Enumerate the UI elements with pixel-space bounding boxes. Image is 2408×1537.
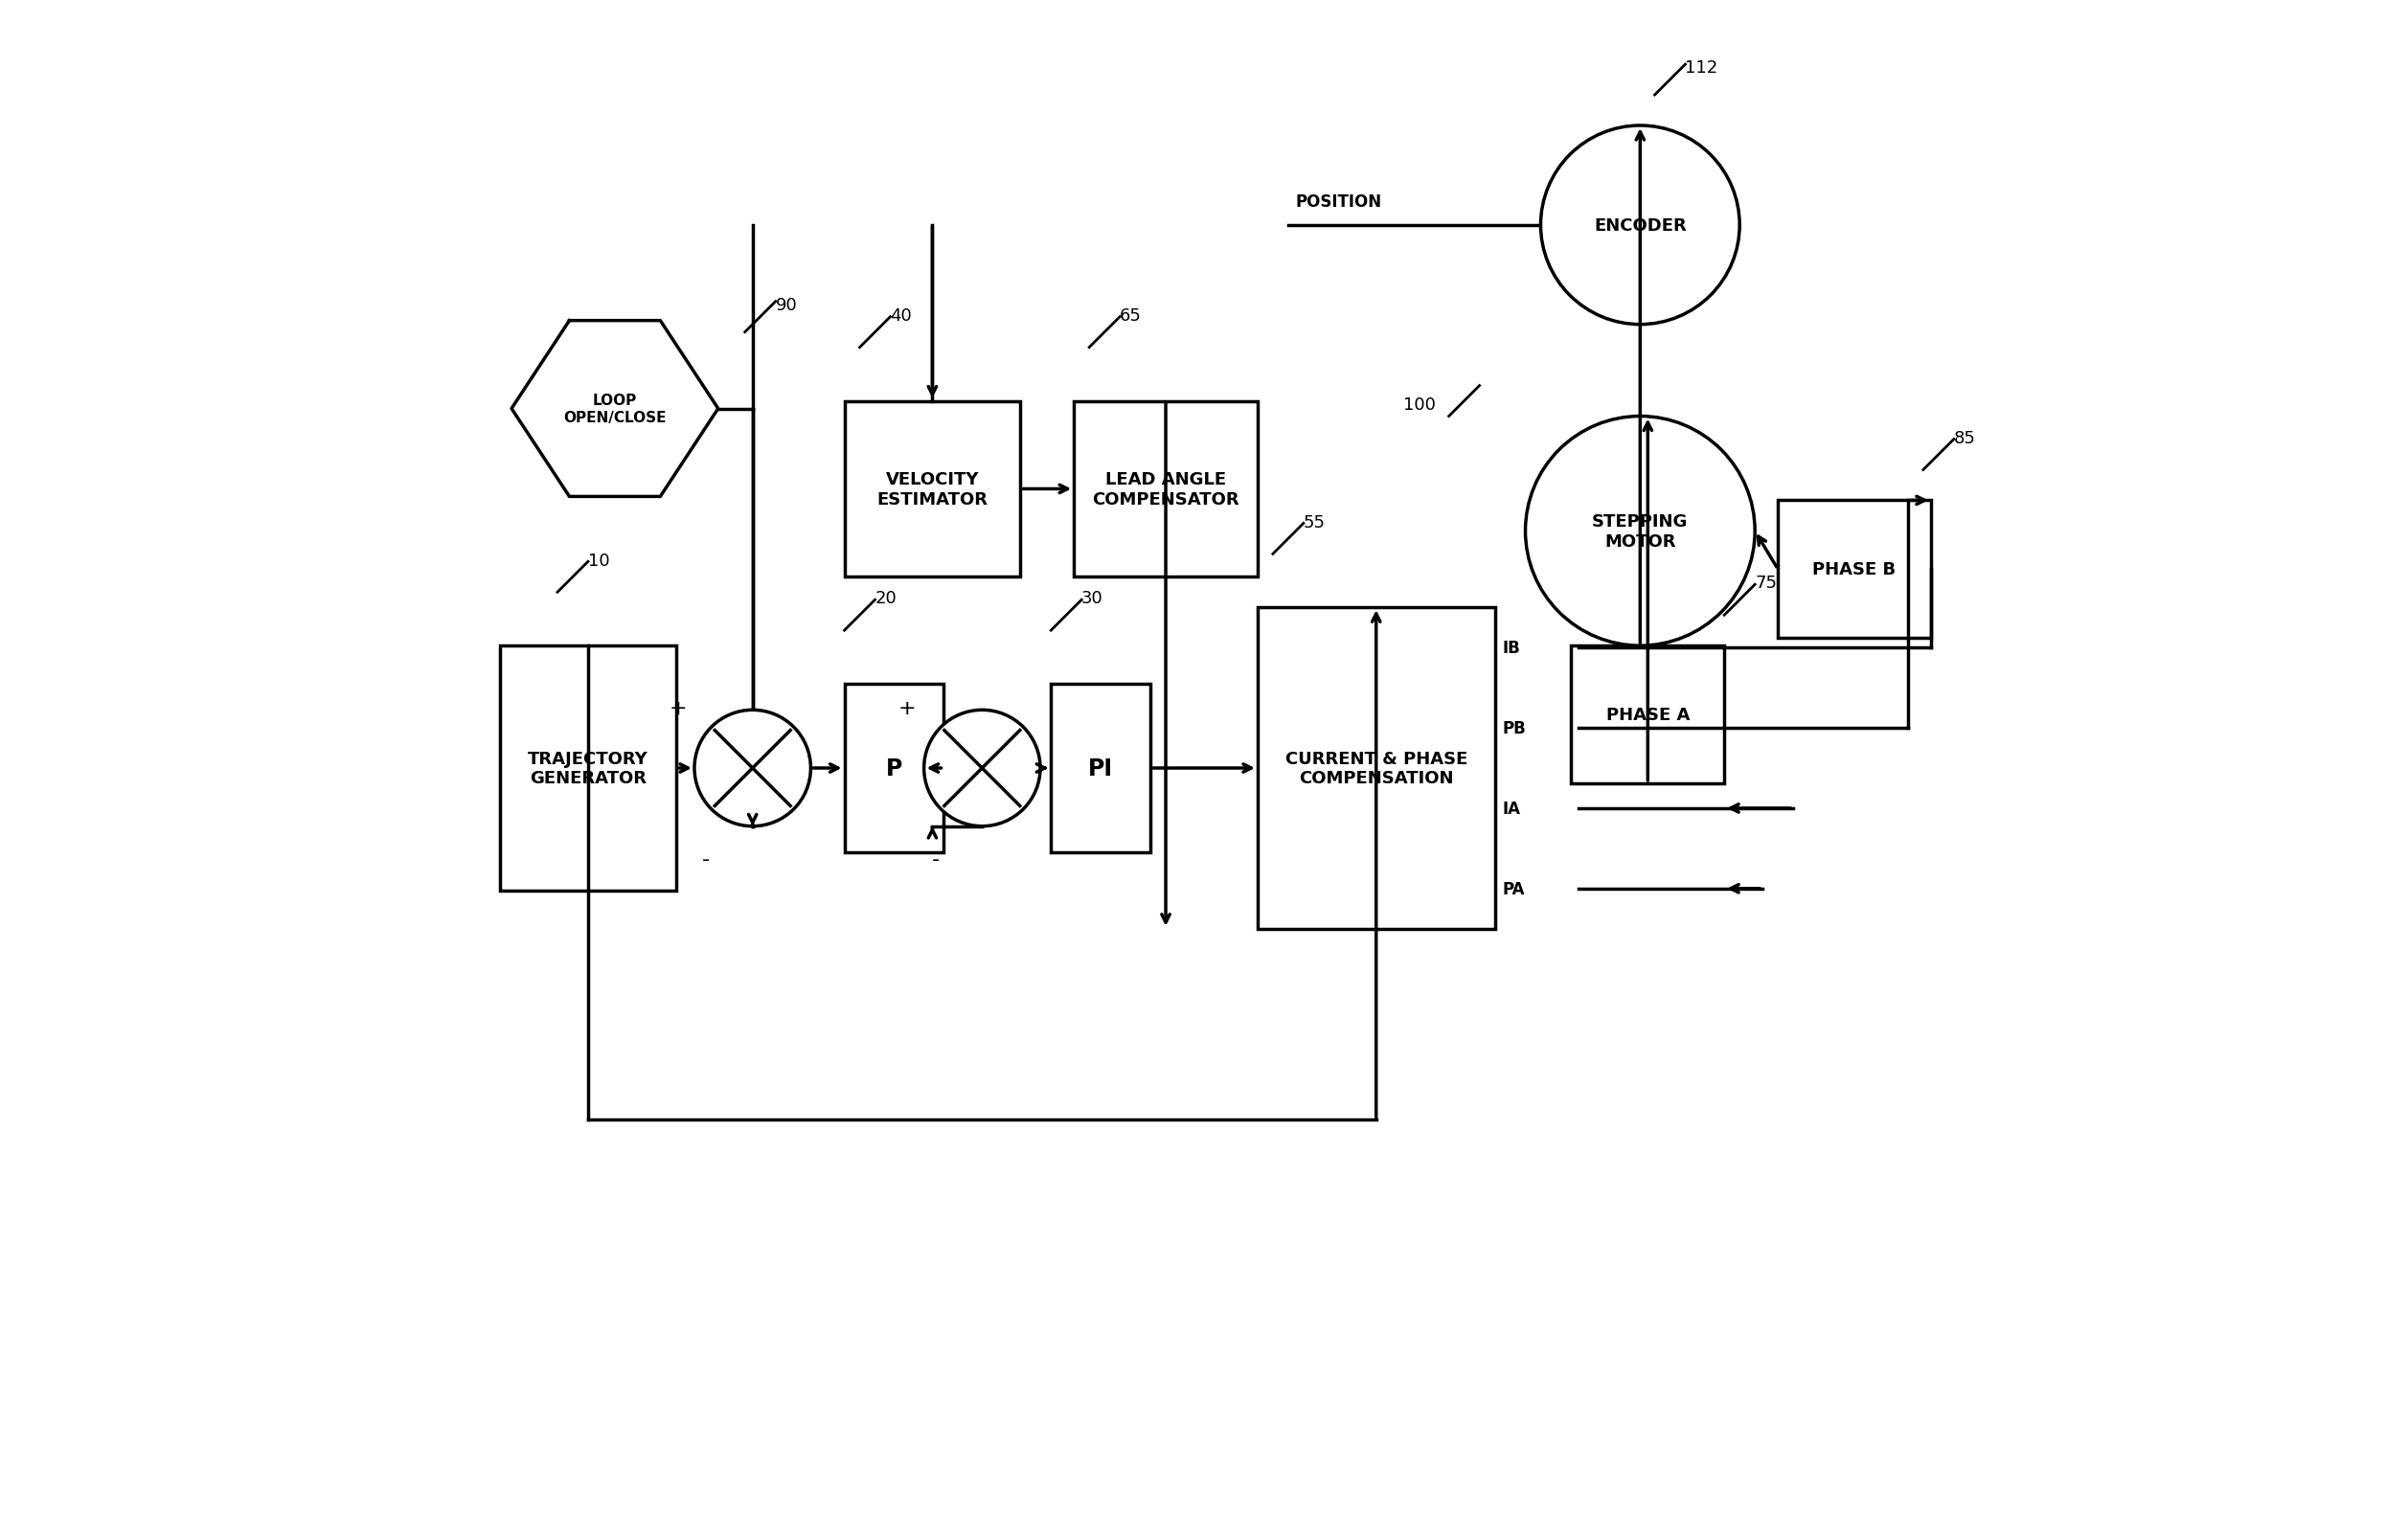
Text: CURRENT & PHASE
COMPENSATION: CURRENT & PHASE COMPENSATION [1286,750,1466,787]
Text: 10: 10 [588,552,609,569]
Text: POSITION: POSITION [1296,194,1382,211]
Text: +: + [898,699,917,718]
Text: IB: IB [1503,639,1519,656]
Text: LEAD ANGLE
COMPENSATOR: LEAD ANGLE COMPENSATOR [1093,470,1240,509]
FancyBboxPatch shape [1572,646,1724,784]
Text: LOOP
OPEN/CLOSE: LOOP OPEN/CLOSE [563,393,667,424]
Text: 55: 55 [1303,513,1324,530]
Text: PB: PB [1503,719,1527,736]
FancyBboxPatch shape [845,684,944,853]
Text: PA: PA [1503,881,1524,898]
Text: PI: PI [1088,758,1112,779]
Circle shape [1524,417,1755,646]
Text: STEPPING
MOTOR: STEPPING MOTOR [1592,513,1688,550]
Text: 85: 85 [1953,429,1975,447]
Text: +: + [669,699,686,718]
Text: P: P [886,758,903,779]
Text: 65: 65 [1120,307,1141,324]
Text: ENCODER: ENCODER [1594,217,1686,234]
Text: 30: 30 [1081,590,1103,607]
Text: IA: IA [1503,801,1519,818]
Text: PHASE A: PHASE A [1606,707,1690,724]
Circle shape [694,710,811,827]
FancyBboxPatch shape [1050,684,1151,853]
Circle shape [1541,126,1739,326]
Text: 75: 75 [1755,575,1777,592]
FancyBboxPatch shape [1074,401,1257,578]
FancyBboxPatch shape [1777,501,1931,638]
FancyBboxPatch shape [845,401,1021,578]
Text: TRAJECTORY
GENERATOR: TRAJECTORY GENERATOR [527,750,648,787]
Text: 20: 20 [874,590,896,607]
Text: 112: 112 [1686,60,1717,77]
Text: VELOCITY
ESTIMATOR: VELOCITY ESTIMATOR [877,470,987,509]
Text: 40: 40 [891,307,913,324]
Text: -: - [703,850,710,868]
Text: PHASE B: PHASE B [1813,561,1895,578]
Text: -: - [932,850,939,868]
FancyBboxPatch shape [1257,609,1495,928]
Circle shape [925,710,1040,827]
Text: 100: 100 [1404,397,1435,413]
FancyBboxPatch shape [501,646,677,891]
Text: 90: 90 [775,297,797,314]
